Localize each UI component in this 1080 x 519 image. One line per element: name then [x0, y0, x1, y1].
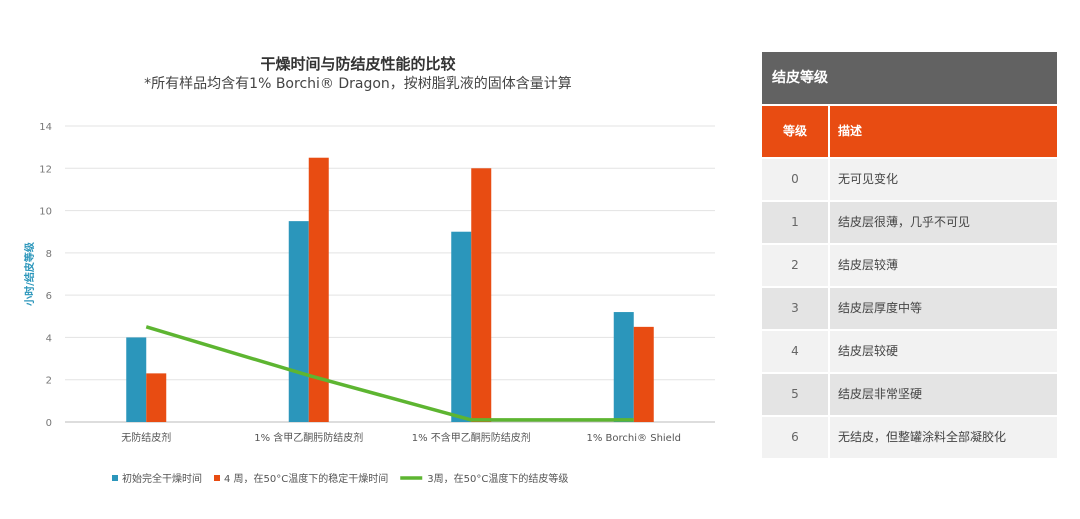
grade-cell: 6 — [762, 417, 830, 458]
bar-stable-dry-time — [633, 326, 654, 422]
y-tick-label: 6 — [46, 291, 52, 302]
bar-line-chart: 干燥时间与防结皮性能的比较 *所有样品均含有1% Borchi® Dragon，按… — [23, 55, 715, 485]
bar-stable-dry-time — [308, 157, 329, 422]
table-row: 5 结皮层非常坚硬 — [762, 374, 1057, 415]
description-cell: 结皮层较硬 — [838, 344, 899, 358]
header-grade: 等级 — [762, 106, 830, 157]
grade-cell: 3 — [762, 288, 830, 329]
description-cell: 结皮层较薄 — [838, 258, 899, 272]
y-tick-label: 14 — [39, 122, 52, 133]
legend-swatch — [112, 475, 118, 481]
description-cell: 无可见变化 — [838, 172, 899, 186]
legend-swatch — [214, 475, 220, 481]
y-tick-label: 0 — [46, 418, 52, 429]
x-category-label: 1% 含甲乙酮肟防结皮剂 — [254, 431, 363, 444]
y-tick-label: 12 — [39, 164, 52, 175]
grade-cell: 0 — [762, 159, 830, 200]
legend-label: 4 周，在50°C温度下的稳定干燥时间 — [224, 472, 388, 485]
description-cell: 结皮层非常坚硬 — [838, 387, 923, 401]
y-tick-label: 4 — [46, 333, 52, 344]
y-tick-label: 10 — [39, 207, 52, 218]
x-category-label: 无防结皮剂 — [121, 431, 171, 444]
table-row: 1 结皮层很薄，几乎不可见 — [762, 202, 1057, 243]
bar-initial-dry-time — [126, 337, 147, 422]
bar-stable-dry-time — [146, 373, 167, 422]
table-row: 3 结皮层厚度中等 — [762, 288, 1057, 329]
chart-subtitle: *所有样品均含有1% Borchi® Dragon，按树脂乳液的固体含量计算 — [144, 76, 572, 92]
grade-cell: 5 — [762, 374, 830, 415]
x-category-label: 1% Borchi® Shield — [587, 433, 681, 444]
table-header-row: 等级 描述 — [762, 106, 1057, 157]
skin-grade-table: 结皮等级 等级 描述 0 无可见变化 1 结皮层很薄，几乎不可见 2 结皮层较薄… — [762, 52, 1057, 458]
description-cell: 无结皮，但整罐涂料全部凝胶化 — [838, 430, 1007, 444]
table-row: 4 结皮层较硬 — [762, 331, 1057, 372]
grade-cell: 2 — [762, 245, 830, 286]
bar-initial-dry-time — [451, 231, 472, 422]
table-row: 6 无结皮，但整罐涂料全部凝胶化 — [762, 417, 1057, 458]
grade-cell: 4 — [762, 331, 830, 372]
header-description: 描述 — [838, 124, 863, 138]
table-row: 0 无可见变化 — [762, 159, 1057, 200]
grade-cell: 1 — [762, 202, 830, 243]
chart-title: 干燥时间与防结皮性能的比较 — [260, 55, 455, 73]
table-row: 2 结皮层较薄 — [762, 245, 1057, 286]
legend-label: 3周，在50°C温度下的结皮等级 — [427, 472, 568, 485]
x-category-label: 1% 不含甲乙酮肟防结皮剂 — [412, 431, 531, 444]
description-cell: 结皮层厚度中等 — [838, 301, 923, 315]
bar-initial-dry-time — [288, 221, 309, 422]
chart-container: 干燥时间与防结皮性能的比较 *所有样品均含有1% Borchi® Dragon，按… — [23, 55, 715, 485]
y-tick-label: 2 — [46, 376, 52, 387]
bar-stable-dry-time — [471, 168, 492, 422]
table-title: 结皮等级 — [762, 52, 1057, 104]
description-cell: 结皮层很薄，几乎不可见 — [838, 215, 971, 229]
line-skin-grade — [145, 325, 634, 422]
y-tick-label: 8 — [46, 249, 52, 260]
legend-label: 初始完全干燥时间 — [122, 472, 202, 485]
bar-initial-dry-time — [613, 312, 634, 422]
y-axis-label: 小时/结皮等级 — [23, 241, 36, 307]
